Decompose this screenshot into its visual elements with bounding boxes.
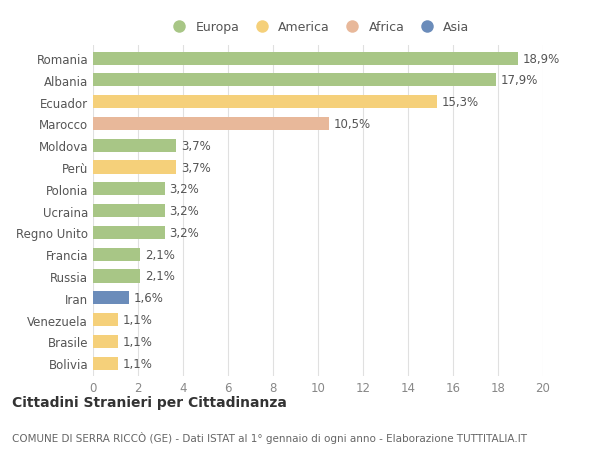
- Bar: [93, 161, 176, 174]
- Text: 3,7%: 3,7%: [181, 140, 211, 152]
- Text: 2,1%: 2,1%: [145, 248, 175, 261]
- Bar: [93, 118, 329, 131]
- Bar: [93, 270, 140, 283]
- Text: 1,1%: 1,1%: [122, 313, 152, 326]
- Text: 1,6%: 1,6%: [133, 291, 163, 305]
- Text: 3,2%: 3,2%: [170, 226, 199, 239]
- Text: 3,2%: 3,2%: [170, 183, 199, 196]
- Bar: [93, 205, 165, 218]
- Bar: [93, 52, 518, 66]
- Bar: [93, 140, 176, 152]
- Text: Cittadini Stranieri per Cittadinanza: Cittadini Stranieri per Cittadinanza: [12, 395, 287, 409]
- Text: 17,9%: 17,9%: [500, 74, 538, 87]
- Text: 15,3%: 15,3%: [442, 96, 479, 109]
- Legend: Europa, America, Africa, Asia: Europa, America, Africa, Asia: [164, 18, 472, 36]
- Text: COMUNE DI SERRA RICCÒ (GE) - Dati ISTAT al 1° gennaio di ogni anno - Elaborazion: COMUNE DI SERRA RICCÒ (GE) - Dati ISTAT …: [12, 431, 527, 442]
- Text: 10,5%: 10,5%: [334, 118, 371, 131]
- Bar: [93, 74, 496, 87]
- Bar: [93, 96, 437, 109]
- Bar: [93, 226, 165, 240]
- Text: 1,1%: 1,1%: [122, 335, 152, 348]
- Text: 1,1%: 1,1%: [122, 357, 152, 370]
- Text: 3,7%: 3,7%: [181, 161, 211, 174]
- Bar: [93, 248, 140, 261]
- Bar: [93, 183, 165, 196]
- Bar: [93, 291, 129, 305]
- Text: 3,2%: 3,2%: [170, 205, 199, 218]
- Text: 18,9%: 18,9%: [523, 52, 560, 66]
- Bar: [93, 313, 118, 326]
- Bar: [93, 335, 118, 348]
- Text: 2,1%: 2,1%: [145, 270, 175, 283]
- Bar: [93, 357, 118, 370]
